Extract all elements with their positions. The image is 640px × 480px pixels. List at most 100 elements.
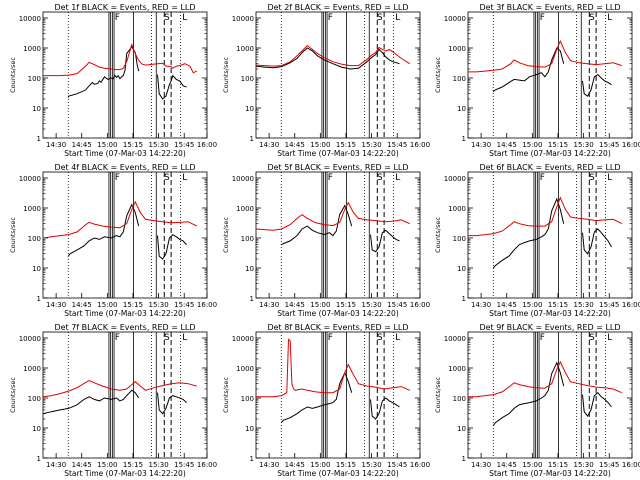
- events-series-line: [67, 203, 140, 257]
- x-tick-label: 15:15: [548, 461, 568, 469]
- events-series-line: [492, 197, 565, 269]
- x-tick-label: 15:45: [387, 461, 407, 469]
- y-tick-label: 10: [457, 105, 466, 113]
- x-tick-label: 16:00: [410, 141, 430, 149]
- interval-marker-f: F: [328, 13, 333, 23]
- x-axis-label: Start Time (07-Mar-03 14:22:20): [64, 309, 186, 318]
- lld-series-line: [42, 380, 197, 398]
- y-tick-label: 10: [457, 265, 466, 273]
- x-tick-label: 15:15: [336, 301, 356, 309]
- interval-marker-s: S: [164, 173, 170, 183]
- interval-marker-l: L: [607, 173, 612, 183]
- x-tick-label: 16:00: [622, 461, 640, 469]
- x-tick-label: 15:30: [574, 301, 594, 309]
- y-tick-label: 100: [28, 395, 41, 403]
- y-axis-label: Counts/sec: [434, 377, 442, 413]
- interval-marker-l: L: [607, 333, 612, 343]
- y-tick-label: 100: [453, 75, 466, 83]
- x-axis-label: Start Time (07-Mar-03 14:22:20): [489, 149, 611, 158]
- y-tick-label: 1000: [23, 45, 41, 53]
- x-tick-label: 14:30: [46, 461, 66, 469]
- interval-marker-s: S: [589, 13, 595, 23]
- y-axis-label: Counts/sec: [222, 377, 230, 413]
- x-tick-label: 14:30: [259, 301, 279, 309]
- y-tick-label: 10000: [19, 335, 41, 343]
- x-tick-label: 15:45: [174, 461, 194, 469]
- interval-marker-l: L: [182, 173, 187, 183]
- events-series-line: [255, 47, 400, 70]
- y-tick-label: 1000: [23, 365, 41, 373]
- events-series-line: [157, 74, 187, 100]
- x-tick-label: 14:45: [497, 301, 517, 309]
- x-tick-label: 15:00: [310, 461, 330, 469]
- panel-title: Det 7f BLACK = Events, RED = LLD: [54, 323, 195, 332]
- plot-frame: [467, 331, 633, 459]
- x-tick-label: 14:30: [471, 461, 491, 469]
- y-axis-label: Counts/sec: [222, 57, 230, 93]
- x-tick-label: 14:45: [72, 461, 92, 469]
- x-tick-label: 15:45: [387, 301, 407, 309]
- panel-title: Det 4f BLACK = Events, RED = LLD: [54, 163, 195, 172]
- interval-marker-l: L: [182, 333, 187, 343]
- lld-series-line: [43, 43, 198, 77]
- interval-marker-f: F: [115, 13, 120, 23]
- y-tick-label: 10000: [444, 15, 466, 23]
- y-tick-label: 1000: [236, 365, 254, 373]
- events-series-line: [157, 233, 187, 260]
- interval-marker-s: S: [164, 333, 170, 343]
- x-tick-label: 14:45: [497, 461, 517, 469]
- x-tick-label: 14:45: [72, 301, 92, 309]
- lld-series-line: [255, 201, 411, 231]
- y-tick-label: 10: [245, 425, 254, 433]
- x-tick-label: 15:15: [548, 301, 568, 309]
- interval-marker-f: F: [540, 173, 545, 183]
- events-series-line: [582, 228, 612, 255]
- x-axis-label: Start Time (07-Mar-03 14:22:20): [277, 469, 399, 478]
- x-tick-label: 16:00: [410, 301, 430, 309]
- x-tick-label: 15:30: [362, 301, 382, 309]
- y-tick-label: 1000: [448, 45, 466, 53]
- x-tick-label: 15:00: [310, 141, 330, 149]
- panel-title: Det 1f BLACK = Events, RED = LLD: [54, 3, 195, 12]
- plot-frame: [42, 11, 208, 139]
- y-tick-label: 1: [250, 135, 254, 143]
- x-tick-label: 15:30: [574, 141, 594, 149]
- lld-series-line: [468, 196, 623, 237]
- x-tick-label: 15:15: [548, 141, 568, 149]
- interval-marker-f: F: [115, 173, 120, 183]
- x-tick-label: 15:30: [362, 141, 382, 149]
- x-axis-label: Start Time (07-Mar-03 14:22:20): [64, 149, 186, 158]
- x-tick-label: 14:30: [471, 141, 491, 149]
- x-tick-label: 15:15: [123, 141, 143, 149]
- interval-marker-f: F: [540, 333, 545, 343]
- panel-title: Det 2f BLACK = Events, RED = LLD: [267, 3, 408, 12]
- plot-frame: [255, 171, 421, 299]
- lld-series-line: [468, 360, 622, 398]
- y-tick-label: 100: [28, 235, 41, 243]
- x-tick-label: 14:30: [46, 301, 66, 309]
- interval-marker-s: S: [589, 333, 595, 343]
- y-tick-label: 10000: [19, 175, 41, 183]
- events-series-line: [582, 391, 612, 418]
- interval-marker-s: S: [589, 173, 595, 183]
- x-tick-label: 16:00: [410, 461, 430, 469]
- y-tick-label: 100: [453, 235, 466, 243]
- x-tick-label: 14:45: [72, 141, 92, 149]
- x-tick-label: 14:45: [285, 301, 305, 309]
- interval-marker-f: F: [328, 333, 333, 343]
- x-tick-label: 14:45: [285, 141, 305, 149]
- y-tick-label: 1000: [236, 45, 254, 53]
- interval-marker-s: S: [377, 13, 383, 23]
- plot-frame: [255, 331, 421, 459]
- y-tick-label: 1000: [448, 205, 466, 213]
- events-series-line: [492, 47, 565, 93]
- panel-title: Det 6f BLACK = Events, RED = LLD: [479, 163, 620, 172]
- x-axis-label: Start Time (07-Mar-03 14:22:20): [277, 149, 399, 158]
- x-tick-label: 15:00: [97, 301, 117, 309]
- x-tick-label: 15:45: [174, 141, 194, 149]
